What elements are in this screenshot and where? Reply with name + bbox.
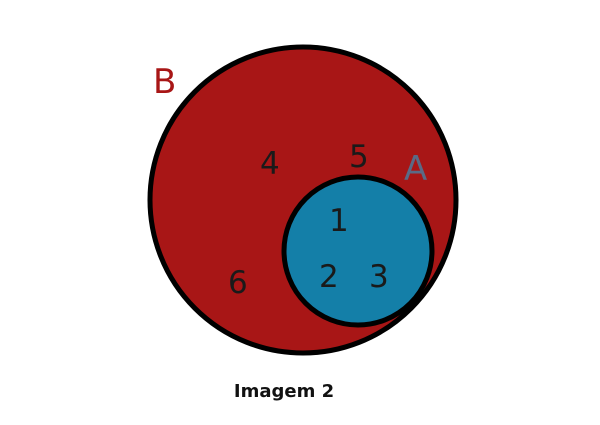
element-5: 5: [349, 139, 369, 175]
set-b-label: B: [153, 62, 176, 102]
element-2: 2: [319, 259, 339, 295]
element-1: 1: [329, 203, 349, 239]
set-a-label: A: [404, 149, 427, 189]
element-3: 3: [369, 259, 389, 295]
element-6: 6: [228, 265, 248, 301]
set-a-circle: [281, 174, 435, 328]
caption: Imagem 2: [234, 381, 334, 402]
element-4: 4: [260, 146, 280, 182]
